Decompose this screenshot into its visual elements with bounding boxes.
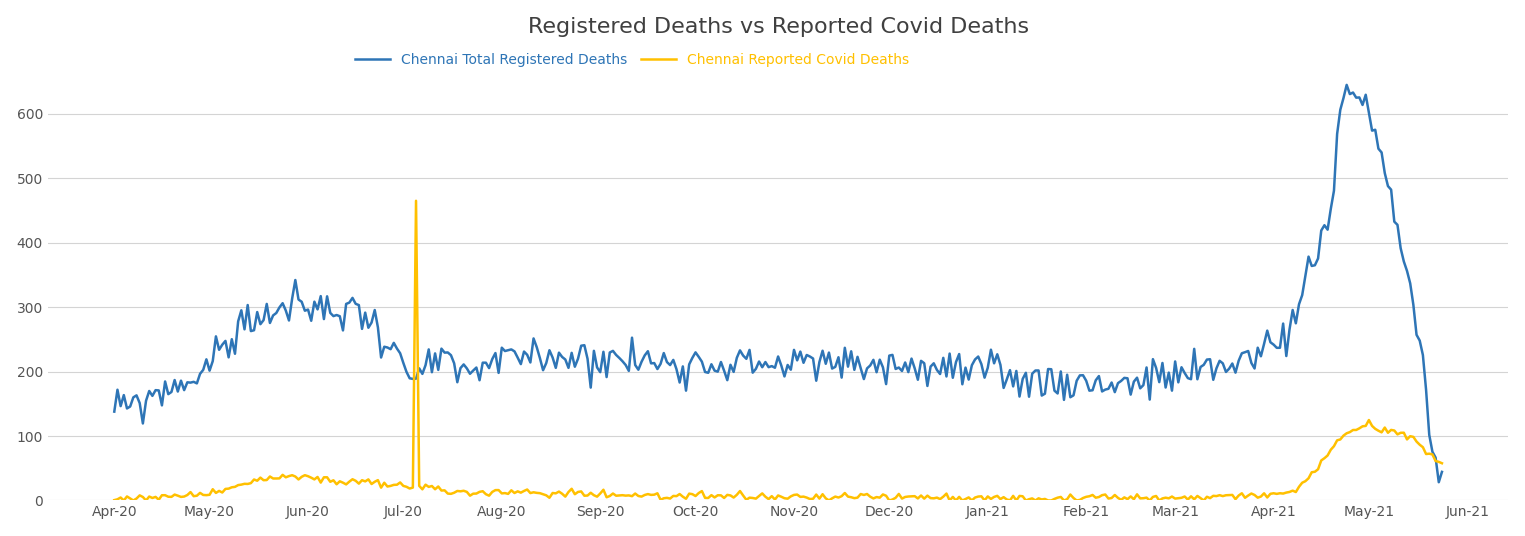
Line: Chennai Total Registered Deaths: Chennai Total Registered Deaths: [114, 85, 1443, 482]
Line: Chennai Reported Covid Deaths: Chennai Reported Covid Deaths: [114, 201, 1443, 501]
Title: Registered Deaths vs Reported Covid Deaths: Registered Deaths vs Reported Covid Deat…: [528, 17, 1029, 36]
Legend: Chennai Total Registered Deaths, Chennai Reported Covid Deaths: Chennai Total Registered Deaths, Chennai…: [349, 47, 915, 72]
